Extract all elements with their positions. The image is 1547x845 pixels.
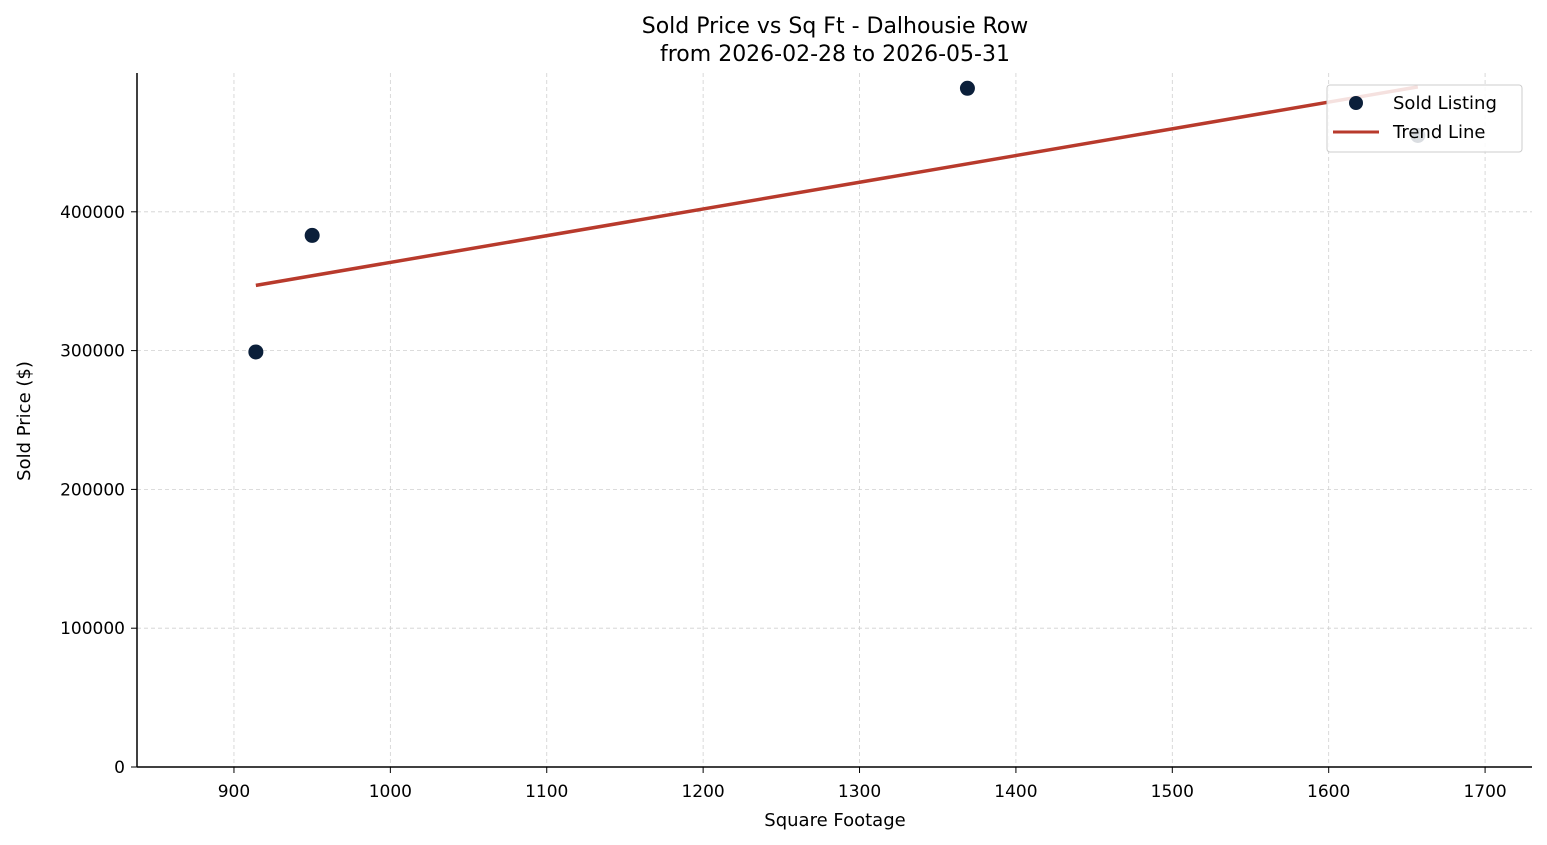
trend-line	[255, 85, 1419, 288]
chart-subtitle: from 2026-02-28 to 2026-05-31	[660, 42, 1010, 67]
x-axis-label: Square Footage	[764, 810, 905, 831]
trend-line-layer	[255, 85, 1419, 288]
legend-label-sold-listing: Sold Listing	[1393, 93, 1497, 114]
legend-marker-sold-listing	[1349, 96, 1363, 110]
x-tick-label: 1200	[681, 782, 724, 802]
y-tick-label: 300000	[60, 342, 125, 362]
legend-box	[1326, 84, 1523, 153]
x-tick-label: 1300	[838, 782, 881, 802]
legend: Sold Listing Trend Line	[1326, 84, 1523, 153]
x-tick-label: 1700	[1463, 782, 1506, 802]
y-tick-label: 200000	[60, 480, 125, 500]
y-axis-label: Sold Price ($)	[14, 361, 35, 481]
y-tick-label: 0	[114, 758, 125, 778]
y-tick-label: 100000	[60, 619, 125, 639]
legend-label-trend-line: Trend Line	[1392, 122, 1486, 143]
tick-labels: 900 1000 1100 1200 1300 1400 1500 1600 1700 0 1000…	[60, 203, 1507, 802]
axes	[131, 73, 1532, 773]
grid-lines	[137, 73, 1532, 767]
x-tick-label: 1500	[1151, 782, 1194, 802]
y-tick-label: 400000	[60, 203, 125, 223]
x-tick-label: 1600	[1307, 782, 1350, 802]
x-tick-label: 900	[218, 782, 250, 802]
x-tick-label: 1400	[994, 782, 1037, 802]
data-point	[959, 80, 975, 96]
data-point	[304, 227, 320, 243]
data-points	[248, 80, 1426, 360]
x-tick-label: 1000	[369, 782, 412, 802]
data-point	[248, 344, 264, 360]
x-tick-label: 1100	[525, 782, 568, 802]
chart-title: Sold Price vs Sq Ft - Dalhousie Row	[642, 14, 1029, 39]
